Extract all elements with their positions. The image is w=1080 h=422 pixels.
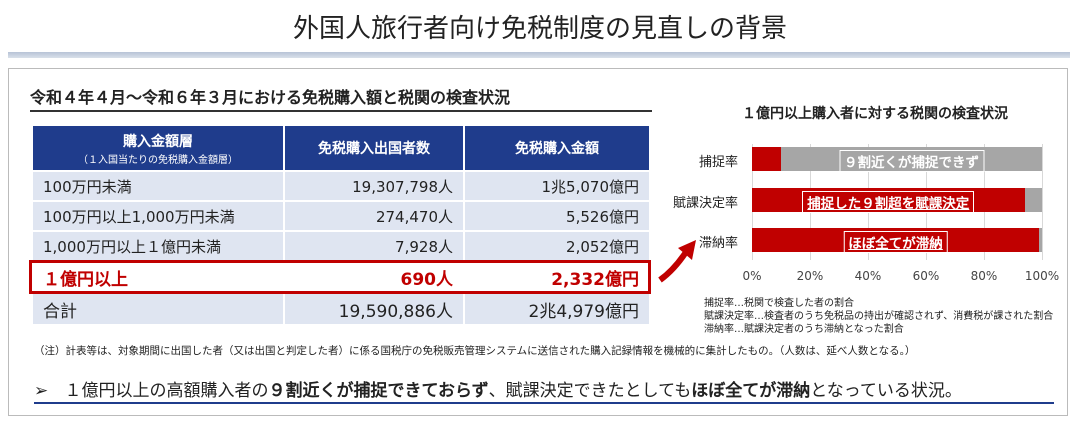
y-category-label: 滞納率 [698, 236, 738, 251]
cell-count: 19,307,798人 [285, 172, 463, 200]
page-title: 外国人旅行者向け免税制度の見直しの背景 [292, 14, 787, 44]
table-row-total: 合計 19,590,886人 2兆4,979億円 [33, 294, 649, 324]
cell-amount: 2,052億円 [465, 232, 649, 260]
x-tick-label: 80% [970, 269, 998, 283]
section-underline [30, 110, 652, 112]
footnote: （注）計表等は、対象期間に出国した者（又は出国と判定した者）に係る国税庁の免税販… [34, 345, 916, 357]
table-row-highlight: １億円以上 690人 2,332億円 [33, 262, 649, 292]
table-row: 100万円未満 19,307,798人 1兆5,070億円 [33, 172, 649, 200]
header-amount: 免税購入金額 [465, 126, 649, 170]
bar-label: ほぼ全てが滞納 [843, 231, 948, 253]
cell-tier: 100万円未満 [33, 172, 283, 200]
cell-amount: 2兆4,979億円 [465, 294, 649, 324]
bar-segment-red [752, 228, 1040, 252]
bullet-icon: ➢ [34, 381, 49, 401]
cell-tier: 100万円以上1,000万円未満 [33, 202, 283, 230]
cell-amount: 2,332億円 [465, 262, 649, 292]
legend-note: 捕捉率…税関で検査した者の割合 [704, 298, 854, 309]
cell-tier: １億円以上 [33, 262, 283, 292]
x-tick-label: 0% [742, 269, 762, 283]
y-category-label: 捕捉率 [698, 155, 738, 170]
bar-segment-gray [1039, 228, 1042, 252]
conclusion: ➢ １億円以上の高額購入者の９割近くが捕捉できておらず、賦課決定できたとしてもほ… [34, 381, 962, 401]
bar-segment-red [752, 188, 1025, 212]
x-tick-label: 60% [912, 269, 940, 283]
cell-amount: 1兆5,070億円 [465, 172, 649, 200]
cell-count: 7,928人 [285, 232, 463, 260]
title-underline [8, 52, 1070, 58]
conclusion-underline [34, 402, 1054, 404]
cell-tier: 1,000万円以上１億円未満 [33, 232, 283, 260]
purchase-table: 購入金額層 （１入国当たりの免税購入金額層） 免税購入出国者数 免税購入金額 10… [31, 124, 651, 326]
gridline [1042, 144, 1043, 260]
legend-note: 滞納率…賦課決定者のうち滞納となった割合 [704, 324, 904, 335]
header-departures: 免税購入出国者数 [285, 126, 463, 170]
table-row: 100万円以上1,000万円未満 274,470人 5,526億円 [33, 202, 649, 230]
cell-count: 19,590,886人 [285, 294, 463, 324]
cell-count: 690人 [285, 262, 463, 292]
chart-title: １億円以上購入者に対する税関の検査状況 [742, 106, 1008, 122]
table-row: 1,000万円以上１億円未満 7,928人 2,052億円 [33, 232, 649, 260]
arrow-icon [658, 240, 696, 283]
bar-segment-red [752, 147, 781, 171]
x-tick-label: 40% [854, 269, 882, 283]
x-tick-label: 20% [796, 269, 824, 283]
bar-label: 捕捉した９割超を賦課決定 [802, 191, 975, 213]
highlight-frame [29, 260, 651, 294]
cell-tier: 合計 [33, 294, 283, 324]
bar-segment-gray [1024, 188, 1042, 212]
table-header-row: 購入金額層 （１入国当たりの免税購入金額層） 免税購入出国者数 免税購入金額 [33, 126, 649, 170]
bar-label: ９割近くが捕捉できず [839, 150, 984, 172]
cell-count: 274,470人 [285, 202, 463, 230]
bar-segment-gray [781, 147, 1042, 171]
x-tick-label: 100% [1024, 269, 1060, 283]
cell-amount: 5,526億円 [465, 202, 649, 230]
header-amount-tier: 購入金額層 （１入国当たりの免税購入金額層） [33, 126, 283, 170]
legend-note: 賦課決定率…検査者のうち免税品の持出が確認されず、消費税が課された割合 [704, 311, 1054, 322]
y-category-label: 賦課決定率 [672, 196, 738, 211]
section-title: 令和４年４月～令和６年３月における免税購入額と税関の検査状況 [30, 88, 511, 107]
